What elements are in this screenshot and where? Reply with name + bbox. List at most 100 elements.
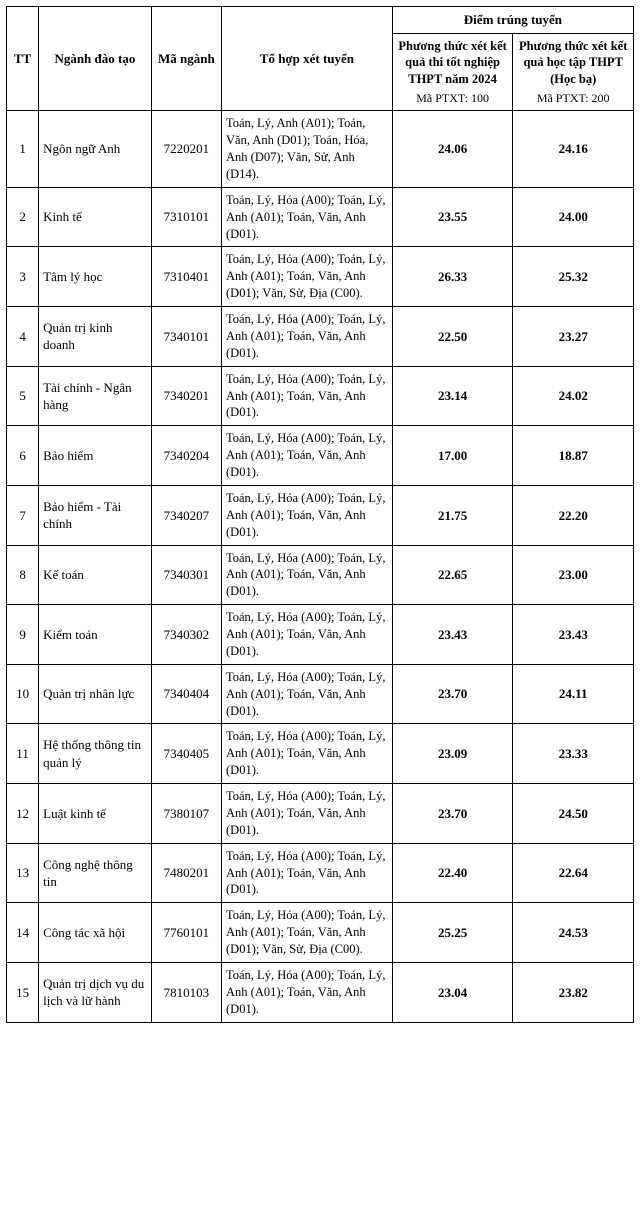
cell-code: 7380107 bbox=[151, 784, 221, 844]
cell-tt: 9 bbox=[7, 605, 39, 665]
cell-score1: 23.04 bbox=[392, 962, 513, 1022]
cell-tt: 3 bbox=[7, 247, 39, 307]
th-combo: Tổ hợp xét tuyển bbox=[222, 7, 393, 111]
table-row: 1Ngôn ngữ Anh7220201Toán, Lý, Anh (A01);… bbox=[7, 111, 634, 188]
cell-score2: 23.33 bbox=[513, 724, 634, 784]
cell-score2: 24.00 bbox=[513, 187, 634, 247]
cell-tt: 4 bbox=[7, 307, 39, 367]
table-row: 7Bảo hiểm - Tài chính7340207Toán, Lý, Hó… bbox=[7, 485, 634, 545]
cell-code: 7340301 bbox=[151, 545, 221, 605]
cell-score1: 23.70 bbox=[392, 784, 513, 844]
cell-code: 7340302 bbox=[151, 605, 221, 665]
cell-score1: 22.40 bbox=[392, 843, 513, 903]
cell-score1: 23.14 bbox=[392, 366, 513, 426]
cell-combo: Toán, Lý, Hóa (A00); Toán, Lý, Anh (A01)… bbox=[222, 545, 393, 605]
cell-tt: 5 bbox=[7, 366, 39, 426]
cell-tt: 15 bbox=[7, 962, 39, 1022]
table-row: 6Bảo hiểm7340204Toán, Lý, Hóa (A00); Toá… bbox=[7, 426, 634, 486]
cell-tt: 13 bbox=[7, 843, 39, 903]
th-score1: Phương thức xét kết quả thi tốt nghiệp T… bbox=[392, 33, 513, 111]
cell-combo: Toán, Lý, Hóa (A00); Toán, Lý, Anh (A01)… bbox=[222, 426, 393, 486]
cell-score2: 25.32 bbox=[513, 247, 634, 307]
cell-tt: 1 bbox=[7, 111, 39, 188]
cell-score2: 24.11 bbox=[513, 664, 634, 724]
cell-name: Hệ thống thông tin quản lý bbox=[39, 724, 152, 784]
cell-name: Công tác xã hội bbox=[39, 903, 152, 963]
th-name: Ngành đào tạo bbox=[39, 7, 152, 111]
table-row: 2Kinh tế7310101Toán, Lý, Hóa (A00); Toán… bbox=[7, 187, 634, 247]
cell-name: Công nghệ thông tin bbox=[39, 843, 152, 903]
cell-name: Bảo hiểm bbox=[39, 426, 152, 486]
cell-tt: 11 bbox=[7, 724, 39, 784]
table-row: 11Hệ thống thông tin quản lý7340405Toán,… bbox=[7, 724, 634, 784]
table-row: 14Công tác xã hội7760101Toán, Lý, Hóa (A… bbox=[7, 903, 634, 963]
cell-score1: 22.50 bbox=[392, 307, 513, 367]
th-score-group: Điểm trúng tuyển bbox=[392, 7, 633, 34]
table-body: 1Ngôn ngữ Anh7220201Toán, Lý, Anh (A01);… bbox=[7, 111, 634, 1022]
cell-score2: 24.50 bbox=[513, 784, 634, 844]
cell-combo: Toán, Lý, Hóa (A00); Toán, Lý, Anh (A01)… bbox=[222, 605, 393, 665]
cell-score2: 23.82 bbox=[513, 962, 634, 1022]
cell-score2: 24.16 bbox=[513, 111, 634, 188]
cell-tt: 6 bbox=[7, 426, 39, 486]
cell-name: Kinh tế bbox=[39, 187, 152, 247]
cell-score1: 25.25 bbox=[392, 903, 513, 963]
cell-combo: Toán, Lý, Hóa (A00); Toán, Lý, Anh (A01)… bbox=[222, 903, 393, 963]
cell-name: Luật kinh tế bbox=[39, 784, 152, 844]
table-row: 12Luật kinh tế7380107Toán, Lý, Hóa (A00)… bbox=[7, 784, 634, 844]
cell-combo: Toán, Lý, Hóa (A00); Toán, Lý, Anh (A01)… bbox=[222, 962, 393, 1022]
cell-code: 7220201 bbox=[151, 111, 221, 188]
cell-combo: Toán, Lý, Hóa (A00); Toán, Lý, Anh (A01)… bbox=[222, 307, 393, 367]
cell-score1: 24.06 bbox=[392, 111, 513, 188]
cell-code: 7340207 bbox=[151, 485, 221, 545]
cell-code: 7340405 bbox=[151, 724, 221, 784]
cell-name: Quản trị dịch vụ du lịch và lữ hành bbox=[39, 962, 152, 1022]
table-row: 8Kế toán7340301Toán, Lý, Hóa (A00); Toán… bbox=[7, 545, 634, 605]
cell-name: Tài chính - Ngân hàng bbox=[39, 366, 152, 426]
cell-score2: 22.64 bbox=[513, 843, 634, 903]
cell-score2: 22.20 bbox=[513, 485, 634, 545]
cell-name: Kiểm toán bbox=[39, 605, 152, 665]
cell-combo: Toán, Lý, Hóa (A00); Toán, Lý, Anh (A01)… bbox=[222, 247, 393, 307]
cell-code: 7810103 bbox=[151, 962, 221, 1022]
table-row: 4Quản trị kinh doanh7340101Toán, Lý, Hóa… bbox=[7, 307, 634, 367]
cell-score1: 17.00 bbox=[392, 426, 513, 486]
cell-code: 7480201 bbox=[151, 843, 221, 903]
table-row: 3Tâm lý học7310401Toán, Lý, Hóa (A00); T… bbox=[7, 247, 634, 307]
cell-score1: 23.09 bbox=[392, 724, 513, 784]
cell-name: Ngôn ngữ Anh bbox=[39, 111, 152, 188]
cell-tt: 12 bbox=[7, 784, 39, 844]
th-score2-sub: Mã PTXT: 200 bbox=[517, 90, 629, 106]
th-score2-main: Phương thức xét kết quả học tập THPT (Họ… bbox=[519, 39, 627, 87]
cell-score2: 24.02 bbox=[513, 366, 634, 426]
admission-scores-table: TT Ngành đào tạo Mã ngành Tổ hợp xét tuy… bbox=[6, 6, 634, 1023]
th-score2: Phương thức xét kết quả học tập THPT (Họ… bbox=[513, 33, 634, 111]
cell-score1: 21.75 bbox=[392, 485, 513, 545]
cell-score2: 23.27 bbox=[513, 307, 634, 367]
cell-tt: 10 bbox=[7, 664, 39, 724]
cell-name: Tâm lý học bbox=[39, 247, 152, 307]
cell-combo: Toán, Lý, Hóa (A00); Toán, Lý, Anh (A01)… bbox=[222, 843, 393, 903]
cell-code: 7340201 bbox=[151, 366, 221, 426]
table-row: 10Quản trị nhân lực7340404Toán, Lý, Hóa … bbox=[7, 664, 634, 724]
th-code: Mã ngành bbox=[151, 7, 221, 111]
cell-combo: Toán, Lý, Hóa (A00); Toán, Lý, Anh (A01)… bbox=[222, 187, 393, 247]
cell-score2: 18.87 bbox=[513, 426, 634, 486]
cell-name: Quản trị kinh doanh bbox=[39, 307, 152, 367]
cell-code: 7310101 bbox=[151, 187, 221, 247]
cell-combo: Toán, Lý, Hóa (A00); Toán, Lý, Anh (A01)… bbox=[222, 724, 393, 784]
table-row: 5Tài chính - Ngân hàng7340201Toán, Lý, H… bbox=[7, 366, 634, 426]
th-tt: TT bbox=[7, 7, 39, 111]
cell-score2: 23.00 bbox=[513, 545, 634, 605]
cell-code: 7340204 bbox=[151, 426, 221, 486]
cell-code: 7760101 bbox=[151, 903, 221, 963]
table-row: 15Quản trị dịch vụ du lịch và lữ hành781… bbox=[7, 962, 634, 1022]
cell-combo: Toán, Lý, Hóa (A00); Toán, Lý, Anh (A01)… bbox=[222, 784, 393, 844]
cell-code: 7340404 bbox=[151, 664, 221, 724]
cell-tt: 7 bbox=[7, 485, 39, 545]
th-score1-main: Phương thức xét kết quả thi tốt nghiệp T… bbox=[398, 39, 506, 87]
table-row: 13Công nghệ thông tin7480201Toán, Lý, Hó… bbox=[7, 843, 634, 903]
cell-name: Quản trị nhân lực bbox=[39, 664, 152, 724]
th-score1-sub: Mã PTXT: 100 bbox=[397, 90, 509, 106]
table-row: 9Kiểm toán7340302Toán, Lý, Hóa (A00); To… bbox=[7, 605, 634, 665]
